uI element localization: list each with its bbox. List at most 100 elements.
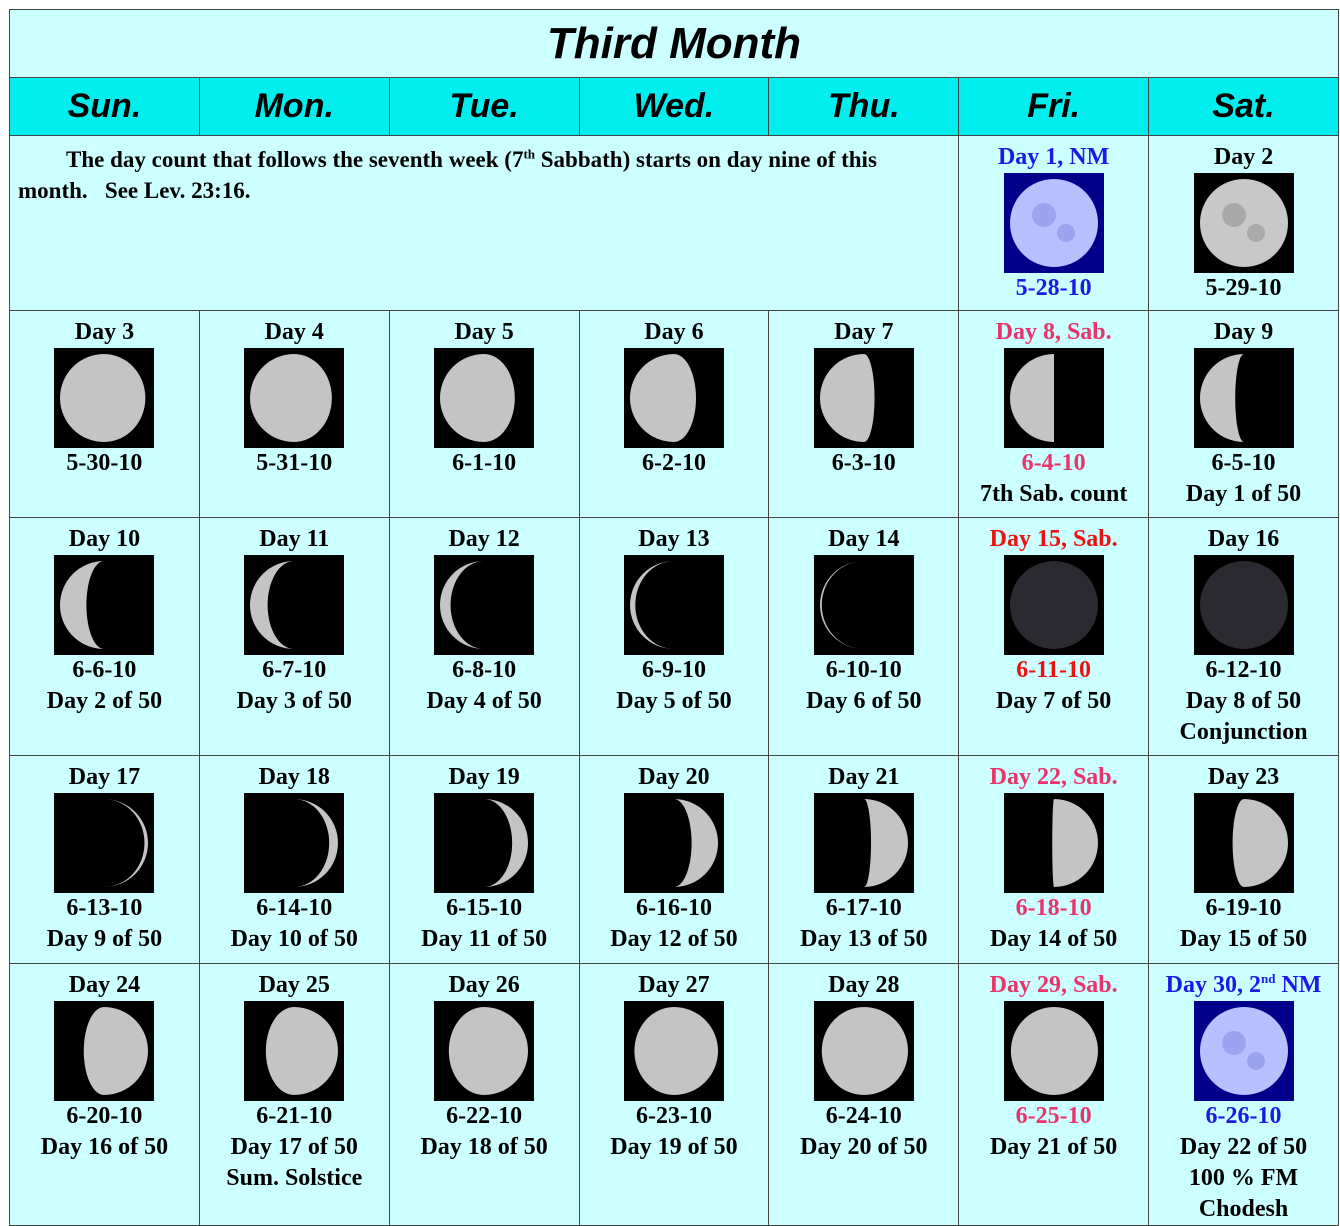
day-note: Day 22 of 50 (1179, 1134, 1308, 1160)
superscript: nd (1260, 971, 1276, 986)
week-row: Day 3 5-30-10 Day 4 5-31-10 Day 5 6-1-10 Day 6… (9, 310, 1339, 518)
day-note: Day 14 of 50 (989, 926, 1118, 952)
text: Day 13 (638, 526, 710, 552)
day-cell: Day 14 6-10-10 Day 6 of 50 (768, 517, 960, 756)
day-cell: Day 22, Sab. 6-18-10 Day 14 of 50 (958, 755, 1150, 964)
day-label: Day 9 (1149, 317, 1338, 348)
text: Day 21 (828, 764, 900, 790)
date: 6-15-10 (446, 895, 523, 921)
text: Day 2 (1213, 144, 1274, 170)
text: Day 4 (264, 319, 324, 345)
date: 6-4-10 (1021, 450, 1086, 476)
date: 6-22-10 (446, 1103, 523, 1129)
text: Day 28 (828, 972, 900, 998)
moon-image (434, 348, 535, 448)
day-note: Day 19 of 50 (610, 1134, 738, 1160)
superscript: th (523, 146, 536, 162)
text: Day 17 (68, 764, 141, 790)
day-label: Day 5 (390, 317, 579, 348)
day-note: Day 17 of 50 (230, 1134, 358, 1160)
day-cell: Day 10 6-6-10 Day 2 of 50 (9, 517, 200, 756)
date: 5-30-10 (66, 450, 143, 476)
text: Day 8, Sab. (995, 319, 1112, 345)
day-note: Day 10 of 50 (230, 926, 358, 952)
moon-image (813, 555, 914, 655)
text: Day 7 (834, 319, 894, 345)
day-cell: Day 5 6-1-10 (388, 310, 580, 518)
text: Day 27 (638, 972, 710, 998)
moon-image (623, 555, 724, 655)
date: 6-5-10 (1211, 450, 1276, 476)
day-label: Day 8, Sab. (959, 317, 1148, 348)
day-note: Day 9 of 50 (46, 926, 163, 952)
date: 5-31-10 (256, 450, 333, 476)
day-note: Day 1 of 50 (1185, 481, 1302, 507)
day-label: Day 27 (580, 970, 769, 1001)
day-cell: Day 12 6-8-10 Day 4 of 50 (388, 517, 580, 756)
text: Day 25 (258, 972, 330, 998)
weekday: Tue. (388, 77, 580, 136)
text: The day count that follows the seventh w… (66, 147, 524, 172)
text: Day 24 (68, 972, 141, 998)
text: Day 29, Sab. (989, 972, 1118, 998)
moon-image (1193, 555, 1294, 655)
day-note: Day 16 of 50 (40, 1134, 169, 1160)
day-cell: Day 4 5-31-10 (198, 310, 390, 518)
day-cell: Day 9 6-5-10 Day 1 of 50 (1148, 310, 1339, 518)
day-cell: Day 24 6-20-10 Day 16 of 50 (9, 963, 200, 1226)
day-cell: Day 16 6-12-10 Day 8 of 50 Conjunction (1148, 517, 1339, 756)
day-label: Day 18 (200, 762, 389, 793)
moon-image (1003, 348, 1104, 448)
text: Day 20 (638, 764, 710, 790)
day-note: Day 11 of 50 (421, 926, 548, 952)
day-cell: Day 17 6-13-10 Day 9 of 50 (9, 755, 200, 964)
date: 6-25-10 (1015, 1103, 1092, 1129)
text: Day 10 (68, 526, 141, 552)
moon-image (813, 793, 914, 893)
day-note: Day 4 of 50 (426, 688, 542, 714)
text: Day 18 (258, 764, 330, 790)
weekday: Wed. (578, 77, 770, 136)
day-label: Day 29, Sab. (959, 970, 1148, 1001)
day-cell: Day 3 5-30-10 (9, 310, 200, 518)
week-row: Day 24 6-20-10 Day 16 of 50 Day 25 6-21-10 Da… (9, 963, 1339, 1226)
date: 6-7-10 (262, 657, 327, 683)
day-note: Day 8 of 50 (1185, 688, 1302, 714)
moon-image (54, 1001, 155, 1101)
day-label: Day 30, 2nd NM (1149, 970, 1338, 1001)
date: 6-24-10 (825, 1103, 902, 1129)
day-note: Chodesh (1198, 1196, 1289, 1222)
day-cell: Day 1, NM 5-28-10 (958, 135, 1150, 311)
text: Day 26 (448, 972, 520, 998)
date: 6-3-10 (831, 450, 896, 476)
day-note: Day 3 of 50 (236, 688, 352, 714)
day-note: Day 21 of 50 (989, 1134, 1118, 1160)
date: 6-17-10 (825, 895, 902, 921)
date: 6-9-10 (641, 657, 706, 683)
day-note: Day 2 of 50 (46, 688, 163, 714)
day-cell: Day 25 6-21-10 Day 17 of 50 Sum. Solstice (198, 963, 390, 1226)
text: Day 12 (448, 526, 520, 552)
day-cell: Day 29, Sab. 6-25-10 Day 21 of 50 (958, 963, 1150, 1226)
moon-image (1193, 173, 1294, 273)
day-label: Day 12 (390, 524, 579, 555)
day-cell: Day 27 6-23-10 Day 19 of 50 (578, 963, 770, 1226)
day-cell: Day 2 5-29-10 (1148, 135, 1339, 311)
weekday: Mon. (198, 77, 390, 136)
moon-image (1003, 173, 1104, 273)
day-label: Day 26 (390, 970, 579, 1001)
moon-image (244, 793, 345, 893)
text: Day 23 (1207, 764, 1280, 790)
date: 6-12-10 (1205, 657, 1282, 683)
day-note: Day 12 of 50 (610, 926, 738, 952)
moon-image (1193, 1001, 1294, 1101)
weekday-row: Sun. Mon. Tue. Wed. Thu. Fri. Sat. (9, 77, 1339, 136)
day-label: Day 10 (10, 524, 199, 555)
day-note: Day 6 of 50 (806, 688, 922, 714)
date: 6-1-10 (452, 450, 517, 476)
text: Day 1, NM (997, 144, 1110, 170)
text: Day 15, Sab. (989, 526, 1118, 552)
day-label: Day 16 (1149, 524, 1338, 555)
day-label: Day 15, Sab. (959, 524, 1148, 555)
text: Day 14 (828, 526, 900, 552)
